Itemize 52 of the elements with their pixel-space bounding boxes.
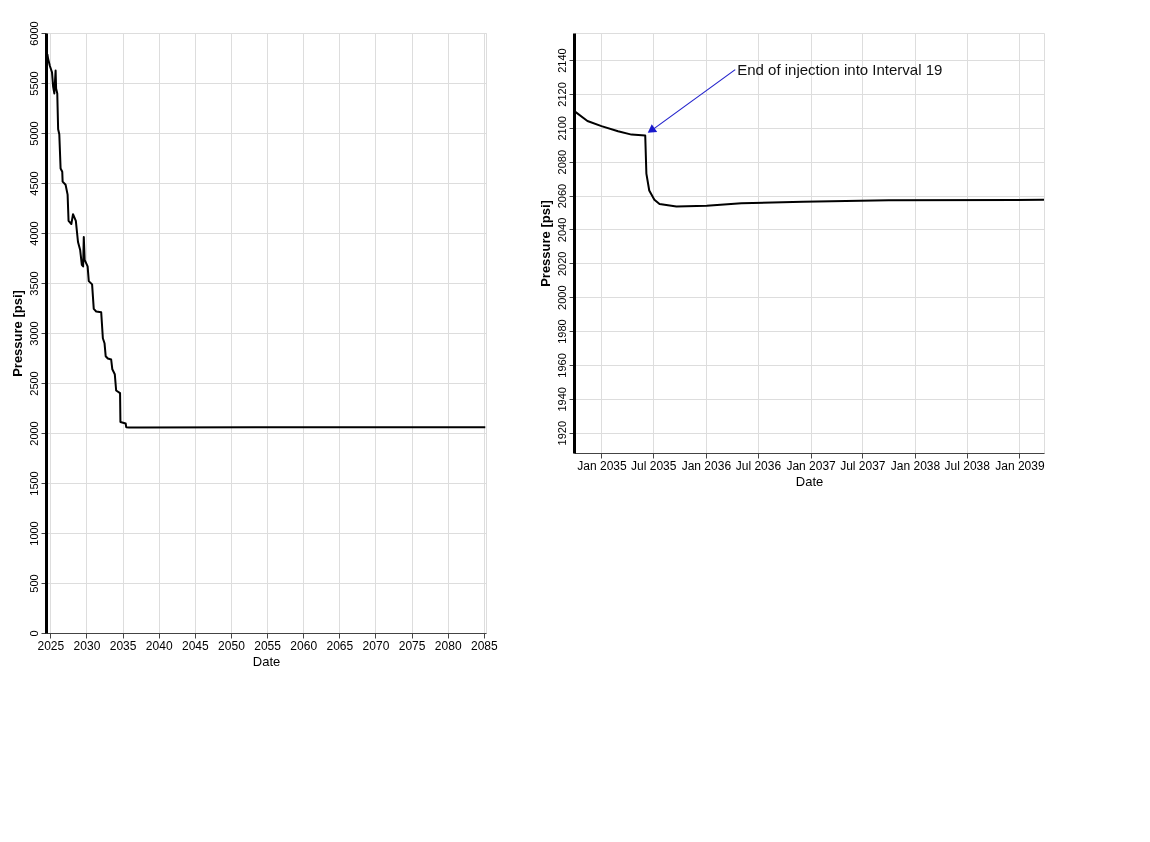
x-axis-title: Date [795, 473, 824, 489]
x-tick-label: Jan 2037 [786, 458, 837, 473]
x-tick-label: 2055 [254, 638, 282, 653]
x-tick-label: Jan 2035 [577, 458, 627, 473]
x-tick-label: 2085 [470, 638, 498, 653]
x-tick-label: 2035 [109, 638, 137, 653]
x-tick-label: Jul 2036 [735, 458, 782, 473]
y-tick-label: 500 [27, 574, 40, 593]
x-tick-label: 2050 [218, 638, 246, 653]
x-tick-label: 2040 [145, 638, 173, 653]
x-tick-label: Jul 2037 [840, 458, 886, 473]
x-tick-label: 2030 [73, 638, 101, 653]
x-tick-label: 2025 [37, 638, 65, 653]
y-tick-label: 1920 [555, 420, 568, 446]
y-tick-label: 1960 [555, 353, 568, 378]
x-tick-label: 2060 [290, 638, 318, 653]
y-tick-label: 2140 [555, 48, 568, 73]
x-tick-label: Jan 2038 [890, 458, 941, 473]
x-tick-label: Jul 2038 [944, 458, 991, 473]
y-tick-label: 4500 [27, 171, 40, 196]
y-axis-title: Pressure [psi] [9, 290, 25, 377]
y-tick-label: 5500 [27, 71, 40, 96]
y-axis-title: Pressure [psi] [537, 200, 553, 287]
x-tick-label: Jan 2036 [681, 458, 732, 473]
x-tick-label: Jan 2039 [995, 458, 1045, 473]
y-tick-label: 3000 [27, 321, 40, 346]
y-tick-label: 2100 [555, 116, 568, 141]
x-tick-label: 2070 [362, 638, 390, 653]
y-tick-label: 1940 [555, 387, 568, 412]
x-tick-label: 2080 [434, 638, 462, 653]
x-axis-title: Date [252, 653, 281, 669]
y-tick-label: 5000 [27, 121, 40, 146]
x-tick-label: 2045 [181, 638, 209, 653]
y-tick-label: 2080 [555, 149, 568, 175]
y-tick-label: 2020 [555, 251, 568, 277]
y-tick-label: 4000 [27, 221, 40, 246]
y-tick-label: 2000 [27, 421, 40, 446]
y-tick-label: 3500 [27, 271, 40, 296]
y-tick-label: 1500 [27, 471, 40, 496]
x-tick-label: 2075 [398, 638, 426, 653]
y-tick-label: 1000 [27, 521, 40, 546]
y-tick-label: 2060 [555, 183, 568, 209]
y-tick-label: 6000 [27, 21, 40, 46]
y-tick-label: 0 [27, 630, 40, 637]
y-tick-label: 2000 [555, 285, 568, 310]
x-tick-label: 2065 [326, 638, 354, 653]
y-tick-label: 2040 [555, 217, 568, 243]
annotation: End of injection into Interval 19 [737, 60, 943, 78]
y-tick-label: 1980 [555, 319, 568, 344]
y-tick-label: 2500 [27, 371, 40, 396]
x-tick-label: Jul 2035 [631, 458, 677, 473]
y-tick-label: 2120 [555, 82, 568, 107]
